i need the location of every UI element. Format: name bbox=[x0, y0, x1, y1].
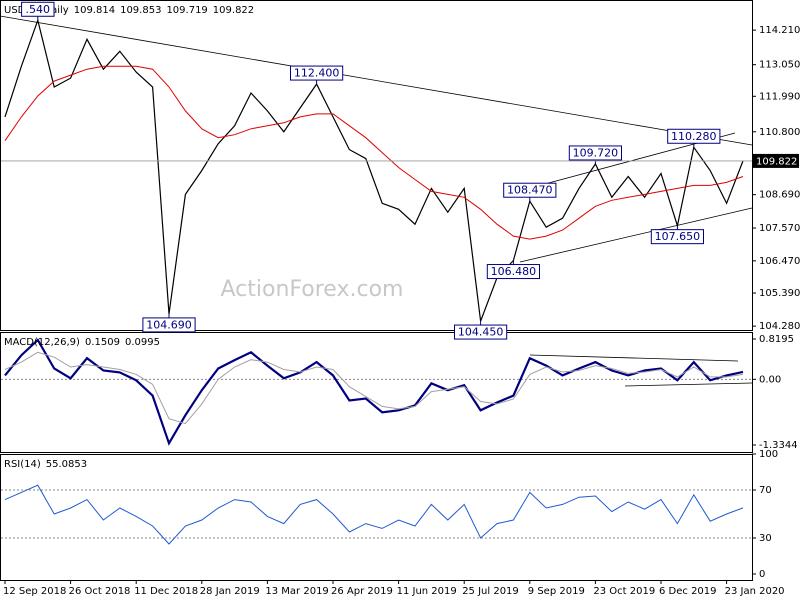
y-tick-label: 70 bbox=[759, 485, 772, 496]
series-line bbox=[4, 65, 744, 240]
ohlc-value: 109.719 bbox=[166, 5, 207, 16]
title-text: RSI(14) bbox=[4, 459, 41, 470]
title-text: MACD(12,26,9) bbox=[4, 337, 80, 348]
annotation-box bbox=[568, 145, 622, 161]
x-tick-label: 25 Jul 2019 bbox=[462, 586, 519, 597]
y-tick-label: 113.050 bbox=[759, 60, 800, 71]
annotation-label: 106.480 bbox=[491, 265, 537, 278]
annotation-box bbox=[667, 128, 721, 144]
macd-panel bbox=[0, 332, 753, 453]
watermark: ActionForex.com bbox=[221, 277, 404, 302]
x-tick-label: 26 Apr 2019 bbox=[331, 586, 393, 597]
y-tick-label: 100 bbox=[759, 449, 778, 460]
annotation-box bbox=[142, 317, 196, 333]
y-tick-label: 0.8195 bbox=[759, 334, 794, 345]
annotation-box bbox=[650, 229, 704, 245]
y-tick-label: 110.800 bbox=[759, 127, 800, 138]
trend-line bbox=[0, 15, 753, 146]
annotation-box bbox=[290, 65, 344, 81]
last-price-label: 109.822 bbox=[756, 156, 797, 167]
annotation-label: 109.720 bbox=[573, 146, 619, 159]
ohlc-value: 109.822 bbox=[213, 5, 254, 16]
last-value: 55.0853 bbox=[46, 459, 87, 470]
macd-trend-upper bbox=[529, 354, 739, 362]
x-tick-label: 9 Sep 2019 bbox=[528, 586, 585, 597]
x-tick-label: 28 Jan 2019 bbox=[200, 586, 260, 597]
y-tick-label: 108.690 bbox=[759, 190, 800, 201]
ohlc-value: 109.853 bbox=[120, 5, 161, 16]
annotation-box bbox=[454, 324, 508, 340]
y-tick-label: 114.210 bbox=[759, 25, 800, 36]
annotation-label: .540 bbox=[26, 3, 51, 16]
annotation-label: 107.650 bbox=[655, 230, 701, 243]
annotation-label: 104.450 bbox=[458, 326, 504, 339]
annotation-box bbox=[21, 1, 55, 17]
annotation-label: 108.470 bbox=[507, 184, 553, 197]
y-tick-label: 111.990 bbox=[759, 91, 800, 102]
series-line bbox=[4, 484, 744, 545]
ohlc-value: 109.814 bbox=[74, 5, 115, 16]
y-tick-label: 104.280 bbox=[759, 321, 800, 332]
x-tick-label: 26 Oct 2018 bbox=[69, 586, 131, 597]
channel-lower bbox=[519, 207, 753, 263]
last-value: 0.0995 bbox=[125, 337, 160, 348]
panel-title: RSI(14) 55.0853 bbox=[4, 459, 87, 470]
macd-trend-lower bbox=[624, 382, 753, 387]
annotation-label: 110.280 bbox=[671, 130, 717, 143]
y-tick-label: 30 bbox=[759, 533, 772, 544]
series-line bbox=[4, 18, 744, 322]
annotation-label: 112.400 bbox=[294, 67, 340, 80]
x-tick-label: 23 Jan 2020 bbox=[725, 586, 785, 597]
x-tick-label: 13 Mar 2019 bbox=[265, 586, 328, 597]
series-line bbox=[4, 351, 744, 425]
x-tick-label: 11 Dec 2018 bbox=[134, 586, 198, 597]
y-tick-label: -1.3344 bbox=[759, 440, 798, 451]
x-tick-label: 12 Sep 2018 bbox=[3, 586, 66, 597]
y-tick-label: 106.470 bbox=[759, 256, 800, 267]
annotation-label: 104.690 bbox=[146, 318, 192, 331]
y-tick-label: 0 bbox=[759, 569, 765, 580]
y-tick-label: 105.390 bbox=[759, 288, 800, 299]
x-tick-label: 23 Oct 2019 bbox=[593, 586, 655, 597]
series-line bbox=[4, 338, 744, 446]
annotation-box bbox=[486, 264, 540, 280]
y-tick-label: 107.570 bbox=[759, 223, 800, 234]
rsi-panel bbox=[0, 454, 753, 581]
last-price-box bbox=[752, 153, 799, 168]
x-tick-label: 11 Jun 2019 bbox=[397, 586, 457, 597]
last-value: 0.1509 bbox=[85, 337, 120, 348]
x-tick-label: 6 Dec 2019 bbox=[659, 586, 717, 597]
panel-title: MACD(12,26,9) 0.1509 0.0995 bbox=[4, 337, 160, 348]
y-tick-label: 0.00 bbox=[759, 374, 781, 385]
annotation-box bbox=[503, 182, 557, 198]
